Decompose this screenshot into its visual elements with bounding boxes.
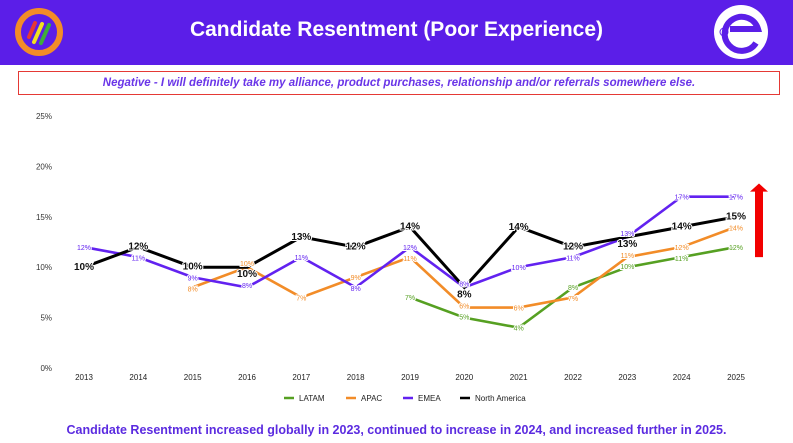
data-label: 5% — [459, 314, 469, 321]
x-tick-label: 2017 — [292, 373, 310, 382]
data-label: 17% — [675, 194, 689, 201]
data-label: 11% — [675, 256, 689, 263]
data-label: 10% — [512, 265, 526, 272]
data-label: 8% — [351, 286, 361, 293]
line-chart: 0% 5% 10% 15% 20% 25% 2013 2014 2015 2016 2017 2018… — [36, 112, 768, 403]
data-label: 7% — [296, 295, 306, 302]
brand-logo-left — [15, 8, 63, 56]
data-label: 10% — [237, 269, 257, 280]
data-label: 13% — [620, 231, 634, 238]
x-tick-label: 2020 — [455, 373, 473, 382]
data-label: 11% — [295, 255, 309, 262]
x-tick-label: 2025 — [727, 373, 745, 382]
x-tick-label: 2018 — [347, 373, 365, 382]
data-label: 14% — [509, 222, 529, 233]
x-tick-label: 2023 — [618, 373, 636, 382]
y-tick-label: 15% — [36, 213, 52, 222]
y-tick-label: 20% — [36, 162, 52, 171]
data-label: 6% — [459, 303, 469, 310]
up-arrow-icon — [750, 183, 768, 258]
data-label: 4% — [514, 326, 524, 333]
x-tick-label: 2016 — [238, 373, 256, 382]
x-tick-label: 2021 — [510, 373, 528, 382]
series-line-emea — [83, 195, 736, 289]
y-tick-label: 10% — [36, 263, 52, 272]
summary-text: Candidate Resentment increased globally … — [66, 423, 727, 437]
data-label: 10% — [183, 261, 203, 272]
data-label: 12% — [563, 242, 583, 253]
data-label: 12% — [77, 245, 91, 252]
data-label: 11% — [132, 256, 146, 263]
data-label: 12% — [729, 245, 743, 252]
series-line-apac — [192, 225, 737, 309]
y-tick-label: 25% — [36, 112, 52, 121]
x-tick-label: 2015 — [184, 373, 202, 382]
x-tick-label: 2013 — [75, 373, 93, 382]
data-label: 8% — [459, 281, 469, 288]
data-label: 17% — [729, 194, 743, 201]
data-label: 15% — [726, 212, 746, 223]
data-label: 7% — [568, 296, 578, 303]
y-tick-label: 0% — [40, 364, 52, 373]
data-label: 13% — [291, 232, 311, 243]
series-line-latam — [409, 245, 737, 330]
data-label: 9% — [351, 275, 361, 282]
data-label: 12% — [403, 245, 417, 252]
data-label: 14% — [672, 222, 692, 233]
series-line-north-america — [83, 215, 737, 290]
data-label: 8% — [568, 285, 578, 292]
data-label: 8% — [242, 283, 252, 290]
y-tick-label: 5% — [40, 314, 52, 323]
data-label: 10% — [240, 261, 254, 268]
data-label: 11% — [566, 256, 580, 263]
data-label: 12% — [346, 242, 366, 253]
question-text: Negative - I will definitely take my all… — [18, 71, 780, 95]
data-label: 11% — [403, 256, 417, 263]
x-tick-label: 2019 — [401, 373, 419, 382]
data-label: 8% — [188, 286, 198, 293]
page-title: Candidate Resentment (Poor Experience) — [189, 18, 604, 41]
data-label: 9% — [188, 275, 198, 282]
x-tick-label: 2024 — [673, 373, 691, 382]
data-label: 10% — [74, 262, 94, 273]
data-label: 14% — [400, 222, 420, 233]
legend-label: North America — [475, 394, 526, 403]
data-label: 6% — [514, 306, 524, 313]
legend-label: APAC — [361, 394, 382, 403]
x-tick-label: 2014 — [129, 373, 147, 382]
header-bar: Candidate Resentment (Poor Experience) — [0, 0, 793, 65]
data-label: 14% — [729, 226, 743, 233]
brand-logo-right — [714, 5, 768, 59]
data-label: 10% — [620, 264, 634, 271]
data-label: 13% — [617, 239, 637, 250]
data-label: 12% — [128, 242, 148, 253]
data-label: 11% — [621, 253, 635, 260]
data-label: 8% — [457, 289, 472, 300]
data-label: 12% — [675, 245, 689, 252]
legend-label: EMEA — [418, 394, 441, 403]
data-label: 7% — [405, 295, 415, 302]
legend-label: LATAM — [299, 394, 325, 403]
x-tick-label: 2022 — [564, 373, 582, 382]
